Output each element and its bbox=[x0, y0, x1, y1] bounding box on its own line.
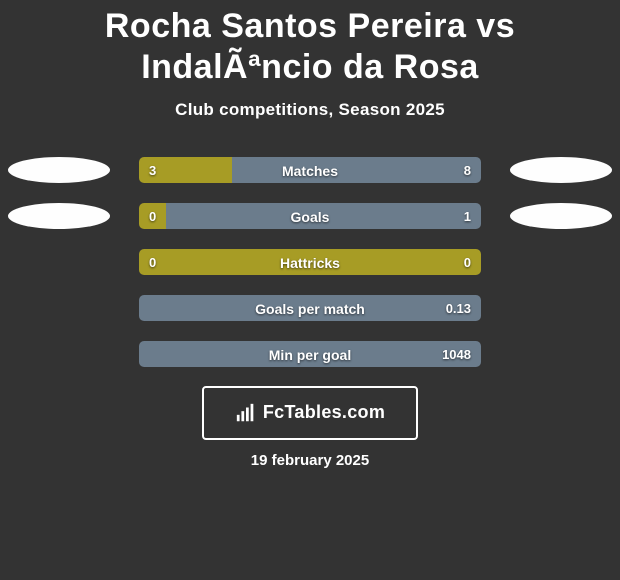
stat-metric-label: Hattricks bbox=[139, 249, 481, 276]
source-badge-text: FcTables.com bbox=[263, 402, 385, 423]
chart-icon bbox=[235, 402, 257, 424]
stat-metric-label: Min per goal bbox=[139, 341, 481, 368]
stat-metric-label: Goals per match bbox=[139, 295, 481, 322]
source-badge: FcTables.com bbox=[202, 386, 418, 440]
stats-container: 38Matches 01Goals 00Hattricks 0.13Goals per… bbox=[0, 156, 620, 368]
player-avatar-right bbox=[510, 203, 612, 229]
page-title: Rocha Santos Pereira vs IndalÃªncio da R… bbox=[0, 0, 620, 88]
stat-bar: 0.13Goals per match bbox=[138, 294, 482, 322]
player-avatar-right bbox=[510, 157, 612, 183]
stat-row: 38Matches bbox=[0, 156, 620, 184]
stat-row: 1048Min per goal bbox=[0, 340, 620, 368]
player-avatar-left bbox=[8, 203, 110, 229]
stat-row: 01Goals bbox=[0, 202, 620, 230]
stat-row: 00Hattricks bbox=[0, 248, 620, 276]
stat-metric-label: Goals bbox=[139, 203, 481, 230]
stat-row: 0.13Goals per match bbox=[0, 294, 620, 322]
stat-bar: 01Goals bbox=[138, 202, 482, 230]
stat-metric-label: Matches bbox=[139, 157, 481, 184]
date-text: 19 february 2025 bbox=[0, 452, 620, 469]
stat-bar: 00Hattricks bbox=[138, 248, 482, 276]
player-avatar-left bbox=[8, 157, 110, 183]
stat-bar: 1048Min per goal bbox=[138, 340, 482, 368]
subtitle: Club competitions, Season 2025 bbox=[0, 100, 620, 120]
stat-bar: 38Matches bbox=[138, 156, 482, 184]
